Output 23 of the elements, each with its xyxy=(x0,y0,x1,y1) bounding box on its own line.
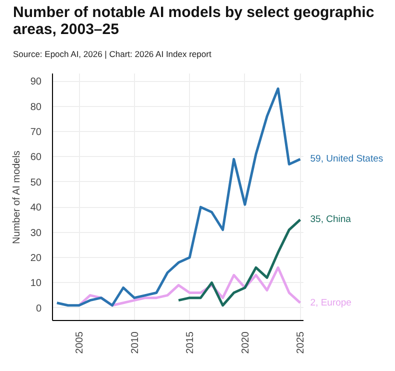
x-tick-label: 2015 xyxy=(185,331,196,354)
y-tick-label: 30 xyxy=(30,228,42,239)
y-tick-label: 0 xyxy=(36,304,42,315)
y-tick-label: 80 xyxy=(30,102,42,113)
line-series xyxy=(177,218,302,307)
text: 59, United States xyxy=(310,154,384,165)
y-tick-label: 60 xyxy=(30,152,42,164)
y-tick-label: 90 xyxy=(30,76,42,88)
chart-subtitle: Source: Epoch AI, 2026 | Chart: 2026 AI Index report xyxy=(13,48,212,60)
y-tick-label: 20 xyxy=(30,253,42,264)
x-tick-label: 2010 xyxy=(130,331,141,354)
x-tick-label: 2020 xyxy=(240,331,252,354)
line-series xyxy=(56,88,302,307)
y-tick-label: 50 xyxy=(30,178,42,189)
x-tick-label: 2025 xyxy=(296,331,307,354)
chart-title: Number of notable AI models by select geographic areas, 2003–25 xyxy=(13,4,376,38)
text: 35, China xyxy=(310,214,351,226)
text: 2, Europe xyxy=(310,298,352,308)
x-tick-label: 2005 xyxy=(74,331,86,354)
y-tick-label: 10 xyxy=(30,278,42,290)
y-tick-label: 40 xyxy=(30,202,42,214)
y-tick-label: 70 xyxy=(30,127,42,138)
y-axis-title: Number of AI models xyxy=(11,150,22,244)
